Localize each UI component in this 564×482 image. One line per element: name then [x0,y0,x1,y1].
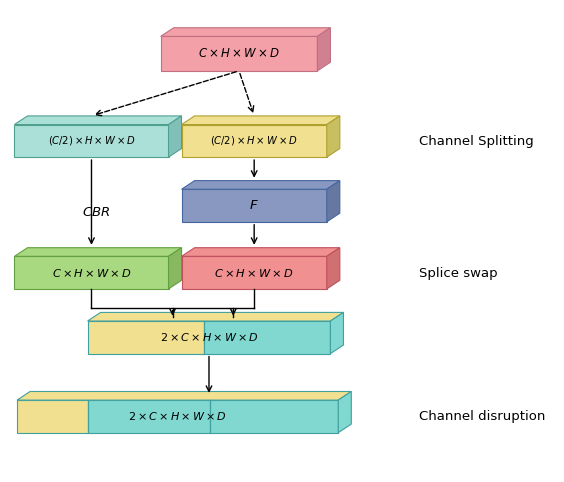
Polygon shape [327,181,340,222]
Polygon shape [338,391,351,433]
Polygon shape [161,28,331,36]
Polygon shape [17,391,351,400]
Polygon shape [88,400,210,433]
Polygon shape [210,400,338,433]
Polygon shape [182,189,327,222]
Polygon shape [327,248,340,289]
Text: $(C/2) \times H \times W \times D$: $(C/2) \times H \times W \times D$ [210,134,298,147]
Polygon shape [318,28,331,71]
Polygon shape [17,400,88,433]
Polygon shape [15,256,169,289]
Text: Splice swap: Splice swap [419,267,498,280]
Polygon shape [161,36,318,71]
Polygon shape [182,181,340,189]
Text: $2 \times C \times H \times W \times D$: $2 \times C \times H \times W \times D$ [160,331,258,343]
Text: $C \times H \times W \times D$: $C \times H \times W \times D$ [214,267,294,279]
Text: $C \times H \times W \times D$: $C \times H \times W \times D$ [198,47,280,60]
Text: $CBR$: $CBR$ [82,206,111,219]
Polygon shape [182,248,340,256]
Polygon shape [182,116,340,124]
Polygon shape [169,116,182,157]
Polygon shape [15,248,182,256]
Text: $C \times H \times W \times D$: $C \times H \times W \times D$ [51,267,131,279]
Polygon shape [327,116,340,157]
Polygon shape [169,248,182,289]
Text: Channel disruption: Channel disruption [419,410,545,423]
Polygon shape [87,321,204,354]
Text: $2 \times C \times H \times W \times D$: $2 \times C \times H \times W \times D$ [128,410,227,422]
Polygon shape [87,312,343,321]
Text: $(C/2) \times H \times W \times D$: $(C/2) \times H \times W \times D$ [48,134,135,147]
Polygon shape [331,312,343,354]
Polygon shape [15,116,182,124]
Polygon shape [204,321,331,354]
Polygon shape [15,124,169,157]
Polygon shape [182,256,327,289]
Text: $F$: $F$ [249,199,259,212]
Text: Channel Splitting: Channel Splitting [419,135,534,148]
Polygon shape [182,124,327,157]
